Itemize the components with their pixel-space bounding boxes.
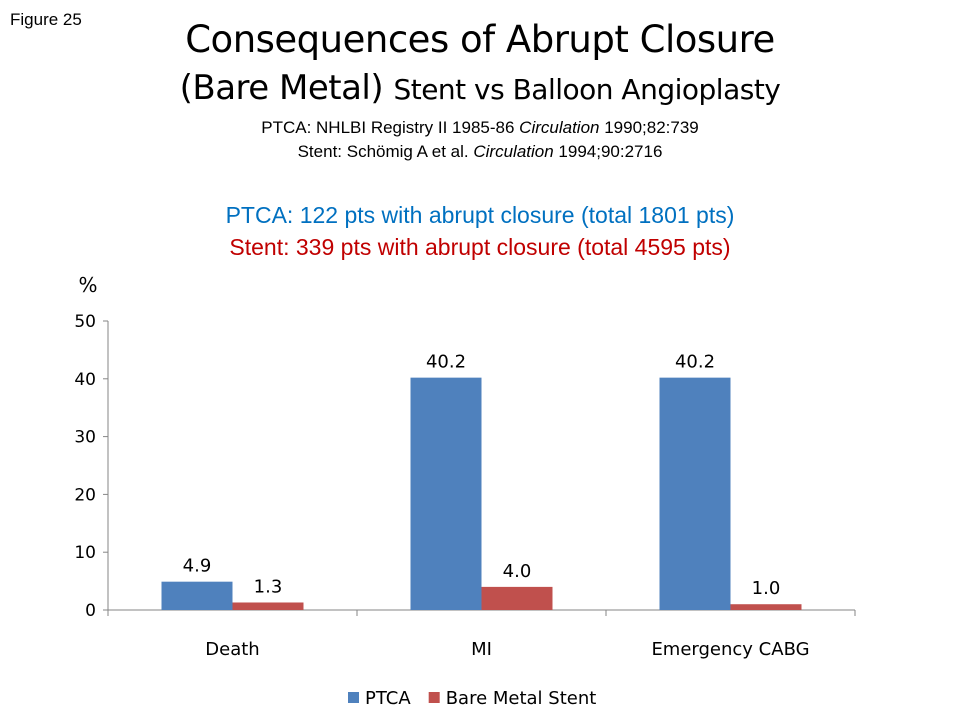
- y-tick-label: 20: [74, 485, 96, 505]
- x-tick-label: Emergency CABG: [651, 639, 809, 660]
- x-tick-label: Death: [205, 639, 259, 660]
- y-tick-label: 0: [85, 601, 96, 621]
- legend-swatch: [348, 692, 359, 703]
- stent-note: Stent: 339 pts with abrupt closure (tota…: [229, 234, 731, 260]
- title-line-1: Consequences of Abrupt Closure: [185, 18, 775, 61]
- data-label: 4.0: [503, 561, 532, 582]
- title-line-2: (Bare Metal) Stent vs Balloon Angioplast…: [0, 68, 960, 108]
- y-tick-label: 10: [74, 543, 96, 563]
- ref-text: Stent: Schömig A et al.: [297, 142, 474, 161]
- ref-text: 1994;90:2716: [553, 142, 663, 161]
- ref-text: PTCA: NHLBI Registry II 1985-86: [261, 118, 520, 137]
- y-tick-label: 40: [74, 370, 96, 390]
- reference-stent: Stent: Schömig A et al. Circulation 1994…: [0, 142, 960, 162]
- data-label: 40.2: [426, 352, 466, 373]
- bar-ptca: [659, 377, 731, 610]
- title-subtitle: Stent vs Balloon Angioplasty: [393, 73, 781, 106]
- ptca-note: PTCA: 122 pts with abrupt closure (total…: [225, 202, 735, 228]
- ref-journal: Circulation: [519, 118, 600, 137]
- legend-label: Bare Metal Stent: [446, 688, 597, 709]
- y-tick-label: 50: [74, 312, 96, 332]
- legend-swatch: [428, 692, 440, 703]
- bar-bare-metal-stent: [730, 604, 802, 610]
- y-axis-label: %: [78, 273, 97, 297]
- x-tick-label: MI: [471, 639, 492, 660]
- bar-ptca: [410, 377, 482, 610]
- bar-bare-metal-stent: [481, 586, 553, 610]
- data-label: 1.0: [752, 578, 781, 599]
- data-label: 40.2: [675, 352, 715, 373]
- legend-label: PTCA: [365, 688, 411, 709]
- bar-ptca: [161, 581, 233, 610]
- data-label: 1.3: [254, 576, 283, 597]
- data-label: 4.9: [183, 556, 212, 577]
- title-bare-metal: (Bare Metal): [179, 68, 384, 108]
- reference-ptca: PTCA: NHLBI Registry II 1985-86 Circulat…: [0, 118, 960, 138]
- ref-journal: Circulation: [473, 142, 554, 161]
- bar-bare-metal-stent: [232, 602, 304, 610]
- figure-label: Figure 25: [10, 10, 82, 29]
- y-tick-label: 30: [74, 428, 96, 448]
- ref-text: 1990;82:739: [599, 118, 699, 137]
